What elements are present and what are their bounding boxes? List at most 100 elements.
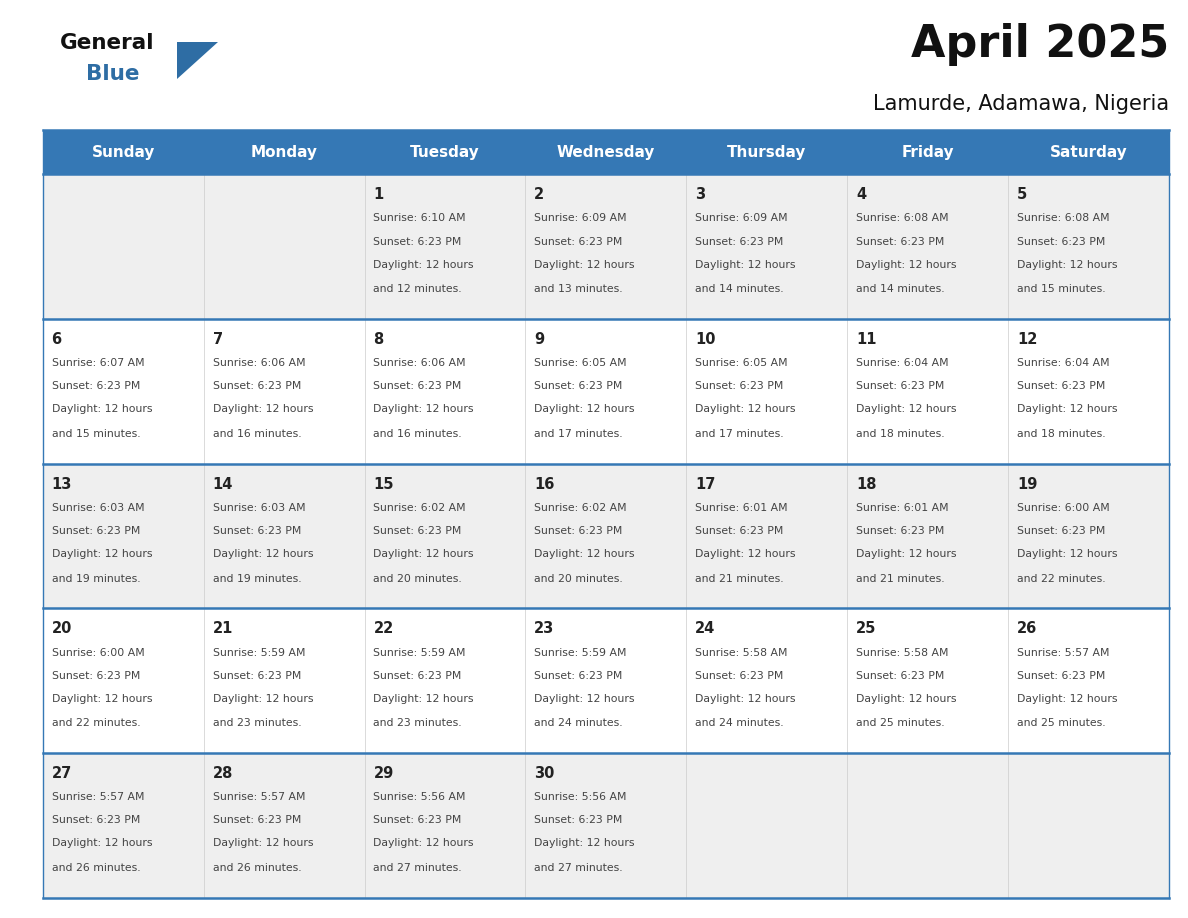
- Text: Sunrise: 5:57 AM: Sunrise: 5:57 AM: [1017, 647, 1110, 657]
- Text: Sunset: 6:23 PM: Sunset: 6:23 PM: [373, 237, 462, 247]
- Text: 29: 29: [373, 767, 393, 781]
- Text: Monday: Monday: [251, 145, 317, 160]
- Text: Daylight: 12 hours: Daylight: 12 hours: [1017, 260, 1118, 270]
- Text: and 19 minutes.: and 19 minutes.: [51, 574, 140, 584]
- Text: Sunrise: 6:00 AM: Sunrise: 6:00 AM: [1017, 503, 1110, 513]
- Text: Sunrise: 6:05 AM: Sunrise: 6:05 AM: [695, 358, 788, 368]
- Text: Daylight: 12 hours: Daylight: 12 hours: [695, 405, 796, 414]
- Text: Sunrise: 6:03 AM: Sunrise: 6:03 AM: [51, 503, 144, 513]
- Text: 9: 9: [535, 332, 544, 347]
- Text: Daylight: 12 hours: Daylight: 12 hours: [51, 549, 152, 559]
- Text: Daylight: 12 hours: Daylight: 12 hours: [213, 549, 312, 559]
- Text: Sunset: 6:23 PM: Sunset: 6:23 PM: [857, 381, 944, 391]
- Text: Sunrise: 5:56 AM: Sunrise: 5:56 AM: [535, 792, 627, 802]
- Text: Daylight: 12 hours: Daylight: 12 hours: [1017, 405, 1118, 414]
- Text: Sunset: 6:23 PM: Sunset: 6:23 PM: [1017, 526, 1105, 536]
- Text: Sunset: 6:23 PM: Sunset: 6:23 PM: [213, 815, 301, 825]
- Text: Sunset: 6:23 PM: Sunset: 6:23 PM: [535, 381, 623, 391]
- Text: Daylight: 12 hours: Daylight: 12 hours: [535, 694, 634, 704]
- Text: Sunrise: 6:00 AM: Sunrise: 6:00 AM: [51, 647, 145, 657]
- Text: Daylight: 12 hours: Daylight: 12 hours: [857, 260, 956, 270]
- Text: 21: 21: [213, 621, 233, 636]
- Text: Sunset: 6:23 PM: Sunset: 6:23 PM: [373, 815, 462, 825]
- Text: Sunrise: 6:04 AM: Sunrise: 6:04 AM: [1017, 358, 1110, 368]
- Text: 1: 1: [373, 187, 384, 203]
- Text: and 20 minutes.: and 20 minutes.: [373, 574, 462, 584]
- Text: and 20 minutes.: and 20 minutes.: [535, 574, 623, 584]
- Text: Daylight: 12 hours: Daylight: 12 hours: [535, 838, 634, 848]
- Text: and 17 minutes.: and 17 minutes.: [695, 429, 784, 439]
- Text: Sunrise: 5:59 AM: Sunrise: 5:59 AM: [213, 647, 305, 657]
- Text: Sunrise: 6:06 AM: Sunrise: 6:06 AM: [213, 358, 305, 368]
- Text: 27: 27: [51, 767, 71, 781]
- Text: Daylight: 12 hours: Daylight: 12 hours: [373, 549, 474, 559]
- Text: Daylight: 12 hours: Daylight: 12 hours: [535, 260, 634, 270]
- Text: and 25 minutes.: and 25 minutes.: [857, 719, 944, 728]
- Text: Sunrise: 6:09 AM: Sunrise: 6:09 AM: [535, 214, 627, 223]
- Text: Sunrise: 5:58 AM: Sunrise: 5:58 AM: [857, 647, 948, 657]
- Text: Daylight: 12 hours: Daylight: 12 hours: [51, 838, 152, 848]
- Text: 15: 15: [373, 476, 394, 492]
- Text: 11: 11: [857, 332, 877, 347]
- Text: Daylight: 12 hours: Daylight: 12 hours: [695, 694, 796, 704]
- Text: and 27 minutes.: and 27 minutes.: [535, 863, 623, 873]
- Text: Sunrise: 6:07 AM: Sunrise: 6:07 AM: [51, 358, 144, 368]
- Text: Friday: Friday: [902, 145, 954, 160]
- Text: Daylight: 12 hours: Daylight: 12 hours: [535, 549, 634, 559]
- Text: Sunset: 6:23 PM: Sunset: 6:23 PM: [51, 381, 140, 391]
- Text: 18: 18: [857, 476, 877, 492]
- Text: 30: 30: [535, 767, 555, 781]
- Text: Sunset: 6:23 PM: Sunset: 6:23 PM: [857, 237, 944, 247]
- Text: and 24 minutes.: and 24 minutes.: [695, 719, 784, 728]
- Text: 19: 19: [1017, 476, 1037, 492]
- Text: 22: 22: [373, 621, 393, 636]
- Text: 13: 13: [51, 476, 72, 492]
- Text: and 24 minutes.: and 24 minutes.: [535, 719, 623, 728]
- Text: Daylight: 12 hours: Daylight: 12 hours: [857, 694, 956, 704]
- Text: and 14 minutes.: and 14 minutes.: [857, 285, 944, 295]
- Text: 2: 2: [535, 187, 544, 203]
- Text: 25: 25: [857, 621, 877, 636]
- Text: Sunset: 6:23 PM: Sunset: 6:23 PM: [51, 815, 140, 825]
- Text: Daylight: 12 hours: Daylight: 12 hours: [51, 694, 152, 704]
- Text: Daylight: 12 hours: Daylight: 12 hours: [1017, 694, 1118, 704]
- Text: and 18 minutes.: and 18 minutes.: [1017, 429, 1106, 439]
- Text: Sunrise: 5:57 AM: Sunrise: 5:57 AM: [213, 792, 305, 802]
- Text: Sunset: 6:23 PM: Sunset: 6:23 PM: [213, 381, 301, 391]
- Text: Sunday: Sunday: [91, 145, 154, 160]
- Text: 24: 24: [695, 621, 715, 636]
- Text: Wednesday: Wednesday: [557, 145, 655, 160]
- Text: Sunrise: 5:59 AM: Sunrise: 5:59 AM: [373, 647, 466, 657]
- Text: Daylight: 12 hours: Daylight: 12 hours: [857, 405, 956, 414]
- Text: 23: 23: [535, 621, 555, 636]
- Text: Sunset: 6:23 PM: Sunset: 6:23 PM: [535, 526, 623, 536]
- Text: Sunset: 6:23 PM: Sunset: 6:23 PM: [373, 526, 462, 536]
- Text: Sunset: 6:23 PM: Sunset: 6:23 PM: [695, 671, 784, 680]
- Text: 14: 14: [213, 476, 233, 492]
- Text: Blue: Blue: [86, 63, 139, 84]
- Text: Daylight: 12 hours: Daylight: 12 hours: [373, 694, 474, 704]
- Text: Sunrise: 6:02 AM: Sunrise: 6:02 AM: [535, 503, 627, 513]
- Text: and 26 minutes.: and 26 minutes.: [213, 863, 301, 873]
- Text: 5: 5: [1017, 187, 1028, 203]
- Text: Sunrise: 6:05 AM: Sunrise: 6:05 AM: [535, 358, 627, 368]
- Text: April 2025: April 2025: [911, 24, 1169, 66]
- Text: and 21 minutes.: and 21 minutes.: [695, 574, 784, 584]
- Text: Sunset: 6:23 PM: Sunset: 6:23 PM: [695, 526, 784, 536]
- Text: and 19 minutes.: and 19 minutes.: [213, 574, 301, 584]
- Text: Daylight: 12 hours: Daylight: 12 hours: [695, 549, 796, 559]
- Text: 3: 3: [695, 187, 706, 203]
- Text: Sunset: 6:23 PM: Sunset: 6:23 PM: [373, 671, 462, 680]
- Text: Thursday: Thursday: [727, 145, 807, 160]
- Text: Sunset: 6:23 PM: Sunset: 6:23 PM: [51, 526, 140, 536]
- Text: Sunset: 6:23 PM: Sunset: 6:23 PM: [1017, 237, 1105, 247]
- Text: Daylight: 12 hours: Daylight: 12 hours: [695, 260, 796, 270]
- Text: Saturday: Saturday: [1050, 145, 1127, 160]
- Text: Lamurde, Adamawa, Nigeria: Lamurde, Adamawa, Nigeria: [873, 94, 1169, 114]
- Text: and 18 minutes.: and 18 minutes.: [857, 429, 944, 439]
- Text: and 22 minutes.: and 22 minutes.: [1017, 574, 1106, 584]
- Text: Sunset: 6:23 PM: Sunset: 6:23 PM: [535, 671, 623, 680]
- Text: and 14 minutes.: and 14 minutes.: [695, 285, 784, 295]
- Text: and 21 minutes.: and 21 minutes.: [857, 574, 944, 584]
- Text: and 17 minutes.: and 17 minutes.: [535, 429, 623, 439]
